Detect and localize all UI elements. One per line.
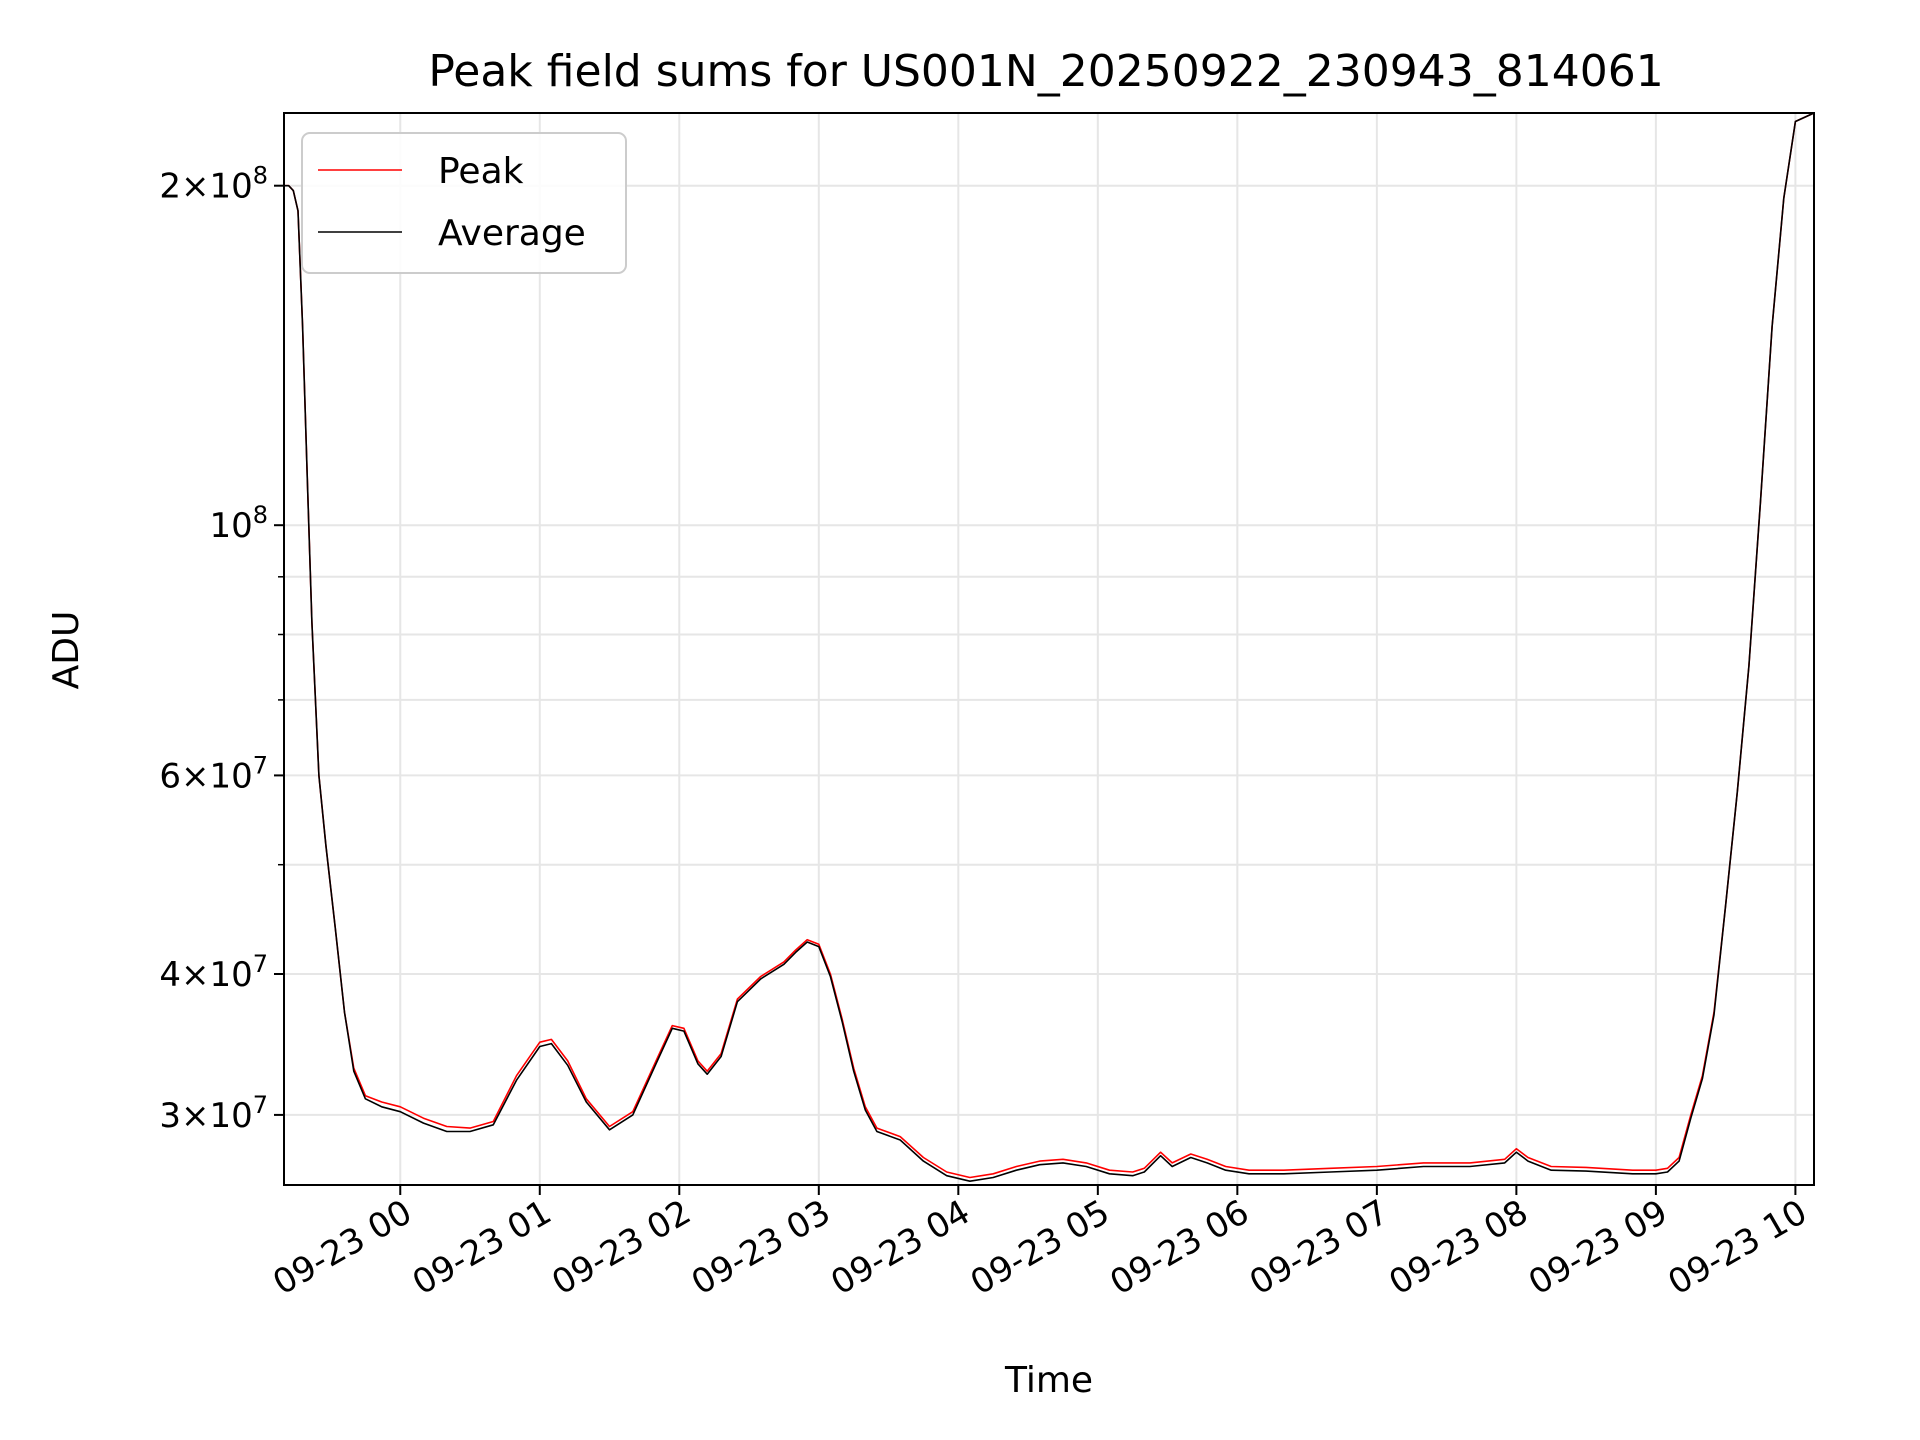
legend-box: [301, 132, 627, 274]
legend-label-peak: Peak: [438, 151, 524, 192]
series-line-peak: [284, 112, 1815, 1179]
legend: Peak Average: [301, 132, 627, 274]
series-line-average: [284, 112, 1815, 1182]
y-tick-label: 3×107: [159, 1091, 268, 1136]
y-tick-label: 108: [209, 501, 268, 546]
chart-title: Peak field sums for US001N_20250922_2309…: [428, 46, 1663, 97]
y-tick-label: 6×107: [159, 751, 268, 796]
plot-frame: [283, 112, 1815, 1186]
y-tick-label: 4×107: [159, 950, 268, 995]
y-axis-label: ADU: [46, 611, 87, 690]
y-axis: 3×107 4×107 6×107 108 2×108: [159, 162, 284, 1136]
y-tick-label: 2×108: [159, 162, 268, 207]
legend-label-average: Average: [438, 213, 586, 254]
x-axis-label: Time: [1004, 1360, 1093, 1401]
grid: [284, 113, 1814, 1185]
series-layer: [284, 112, 1815, 1182]
